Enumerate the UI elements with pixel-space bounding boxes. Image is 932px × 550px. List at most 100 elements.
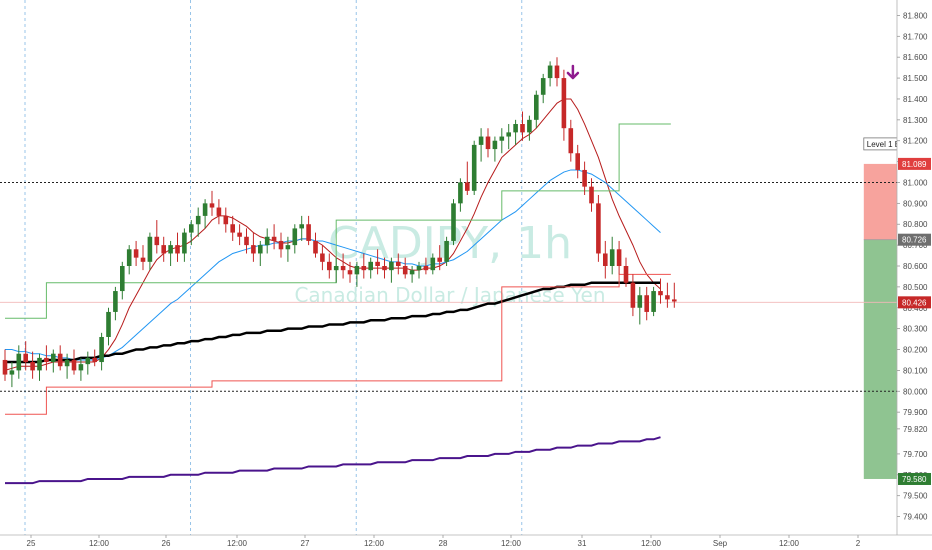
candle: [637, 286, 643, 325]
candle: [189, 220, 194, 246]
candle: [568, 119, 574, 162]
candle: [520, 111, 525, 141]
time-tick-label: 2: [856, 539, 861, 548]
candle: [354, 261, 360, 287]
time-tick-label: 26: [162, 539, 171, 548]
candle-body: [651, 291, 656, 312]
price-label-text: 80.426: [902, 298, 927, 307]
candle: [320, 245, 325, 271]
price-tick-label: 80.600: [903, 262, 928, 271]
candle-body: [9, 370, 15, 375]
candle: [237, 224, 242, 246]
candle-body: [161, 245, 166, 254]
candle-body: [375, 261, 380, 266]
candle: [506, 124, 511, 150]
candle: [292, 224, 298, 254]
candle: [458, 178, 463, 212]
series-line-sma-8: [4, 98, 661, 371]
candle: [665, 282, 670, 308]
candle: [175, 232, 180, 262]
time-tick-label: 28: [439, 539, 448, 548]
price-tick-label: 79.900: [903, 408, 928, 417]
candle: [99, 332, 104, 371]
candle-body: [237, 232, 242, 237]
candle: [444, 236, 449, 266]
candle-body: [540, 78, 546, 95]
candle: [402, 257, 408, 279]
candle-body: [120, 266, 125, 292]
candle: [244, 228, 249, 254]
candle: [382, 257, 387, 279]
candle: [333, 257, 339, 283]
candle-body: [623, 266, 629, 283]
candle-body: [168, 245, 173, 254]
candle-body: [23, 353, 28, 363]
candle: [471, 140, 477, 196]
candle: [658, 278, 663, 304]
candle: [554, 57, 560, 87]
candle: [51, 349, 56, 373]
candle-body: [85, 357, 91, 365]
candle-body: [57, 353, 63, 367]
horizontal-levels[interactable]: [0, 181, 897, 392]
candle: [534, 90, 539, 129]
moving-averages: [4, 98, 671, 485]
price-tick-label: 80.300: [903, 325, 928, 334]
candle-body: [71, 359, 77, 371]
candle: [430, 253, 436, 275]
candle: [306, 215, 311, 246]
price-label-text: 79.580: [902, 475, 927, 484]
candle: [299, 215, 304, 241]
candle: [396, 253, 401, 275]
time-tick-label: 27: [301, 539, 310, 548]
candle: [527, 115, 532, 141]
candle: [223, 207, 229, 233]
price-tick-label: 81.800: [903, 11, 928, 20]
candle-body: [499, 136, 505, 141]
candle-body: [313, 240, 318, 254]
candle-body: [306, 224, 311, 241]
series-line-daily-high: [5, 123, 671, 319]
price-tick-label: 80.900: [903, 199, 928, 208]
candle-body: [271, 236, 277, 241]
candle-body: [182, 232, 187, 254]
candle-body: [147, 236, 153, 262]
candle: [71, 349, 77, 375]
candle: [85, 351, 91, 375]
candle: [182, 228, 187, 262]
candle-body: [16, 353, 22, 371]
candle-body: [230, 224, 235, 233]
candle: [547, 61, 553, 87]
candle-body: [285, 245, 291, 250]
candle: [327, 253, 332, 279]
time-tick-label: 12:00: [501, 539, 522, 548]
candle-body: [534, 94, 539, 120]
candle-body: [485, 136, 491, 150]
candle-body: [527, 119, 532, 133]
price-tick-label: 80.000: [903, 387, 928, 396]
candle-body: [658, 291, 663, 296]
candle: [423, 257, 429, 275]
candle-body: [520, 124, 525, 133]
candle-body: [492, 140, 498, 150]
price-label-badge: [898, 233, 931, 246]
candle-body: [99, 336, 104, 363]
time-axis[interactable]: 25 12:00 26 12:00 27 12:00 28 12:00 31 12:00 Sep 12…: [0, 534, 932, 550]
candle-body: [402, 266, 408, 275]
candle: [616, 240, 622, 275]
candle-body: [340, 266, 346, 271]
candle-body: [320, 253, 325, 262]
candle: [609, 236, 615, 275]
price-axis[interactable]: 81.800 81.700 81.600 81.500 81.400 81.300 81.2…: [896, 0, 932, 535]
series-line-sma-200: [5, 436, 661, 485]
candle: [651, 286, 656, 317]
candle-body: [189, 224, 194, 233]
candle-body: [644, 295, 649, 312]
time-tick-label: 12:00: [89, 539, 110, 548]
candle-body: [589, 186, 594, 204]
candle-body: [251, 245, 256, 254]
price-tick-label: 80.800: [903, 220, 928, 229]
